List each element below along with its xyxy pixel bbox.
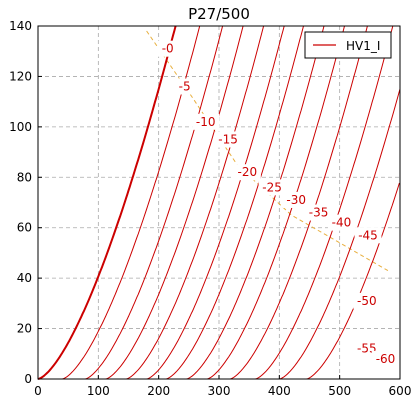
series-label: -60 bbox=[376, 352, 396, 366]
series-label: -50 bbox=[357, 294, 377, 308]
series-label: -35 bbox=[309, 206, 329, 220]
series-curves bbox=[37, 25, 401, 380]
series-labels: -0 -5 -10-15 -20 -25 -30-35-40 -45 -50 -55-60 bbox=[157, 40, 400, 367]
series-label: -45 bbox=[358, 228, 378, 242]
series-curve bbox=[105, 25, 244, 380]
legend: HV1_I bbox=[304, 31, 392, 59]
series-label-bg bbox=[305, 204, 333, 221]
series-label: -10 bbox=[196, 115, 216, 129]
series-label: -40 bbox=[332, 216, 352, 230]
series-curve bbox=[125, 25, 265, 380]
series-curve bbox=[279, 88, 401, 380]
chart-title: P27/500 bbox=[188, 5, 250, 23]
series-curve bbox=[229, 25, 368, 380]
series-label: -5 bbox=[179, 80, 191, 94]
series-label-bg bbox=[353, 292, 381, 309]
series-label-bg bbox=[214, 131, 242, 148]
series-label: -55 bbox=[357, 342, 377, 356]
series-curve bbox=[165, 25, 304, 380]
series-label-bg bbox=[233, 164, 261, 181]
series-label-bg bbox=[327, 214, 355, 231]
series-label: -25 bbox=[262, 180, 282, 194]
series-curve bbox=[84, 25, 224, 380]
series-label: -15 bbox=[218, 132, 238, 146]
load-line-path bbox=[146, 30, 389, 272]
series-label-bg bbox=[354, 227, 382, 244]
series-label-bg bbox=[258, 179, 286, 196]
series-curve bbox=[61, 25, 201, 380]
series-label: -20 bbox=[238, 165, 258, 179]
x-tick-label: 500 bbox=[328, 384, 351, 398]
series-curve bbox=[255, 25, 394, 380]
series-curve bbox=[206, 25, 345, 380]
series-curve bbox=[146, 25, 285, 380]
series-label-bg bbox=[157, 40, 178, 57]
y-tick-label: 0 bbox=[24, 372, 32, 386]
y-tick-label: 100 bbox=[9, 120, 32, 134]
series-label-bg bbox=[282, 191, 310, 208]
y-tick-label: 20 bbox=[17, 322, 32, 336]
series-label: -0 bbox=[162, 42, 174, 56]
y-tick-label: 120 bbox=[9, 69, 32, 83]
x-tick-label: 300 bbox=[208, 384, 231, 398]
x-tick-label: 400 bbox=[268, 384, 291, 398]
series-curve bbox=[37, 25, 177, 380]
series-curve bbox=[186, 25, 325, 380]
series-label-bg bbox=[372, 350, 400, 367]
x-tick-label: 200 bbox=[147, 384, 170, 398]
x-axis: 0 100 200 300 400 500 600 bbox=[34, 375, 411, 398]
series-label-bg bbox=[192, 113, 220, 130]
x-tick-label: 100 bbox=[87, 384, 110, 398]
series-label: -30 bbox=[286, 193, 306, 207]
y-tick-label: 80 bbox=[17, 170, 32, 184]
series-curve bbox=[306, 182, 400, 380]
y-axis: 0 20 40 60 80 100 120 140 bbox=[9, 19, 42, 386]
x-tick-label: 0 bbox=[34, 384, 42, 398]
series-label-bg bbox=[174, 78, 195, 95]
y-tick-label: 140 bbox=[9, 19, 32, 33]
y-tick-label: 40 bbox=[17, 271, 32, 285]
y-tick-label: 60 bbox=[17, 221, 32, 235]
x-tick-label: 600 bbox=[389, 384, 412, 398]
legend-label: HV1_I bbox=[346, 39, 380, 53]
load-line bbox=[146, 30, 389, 272]
